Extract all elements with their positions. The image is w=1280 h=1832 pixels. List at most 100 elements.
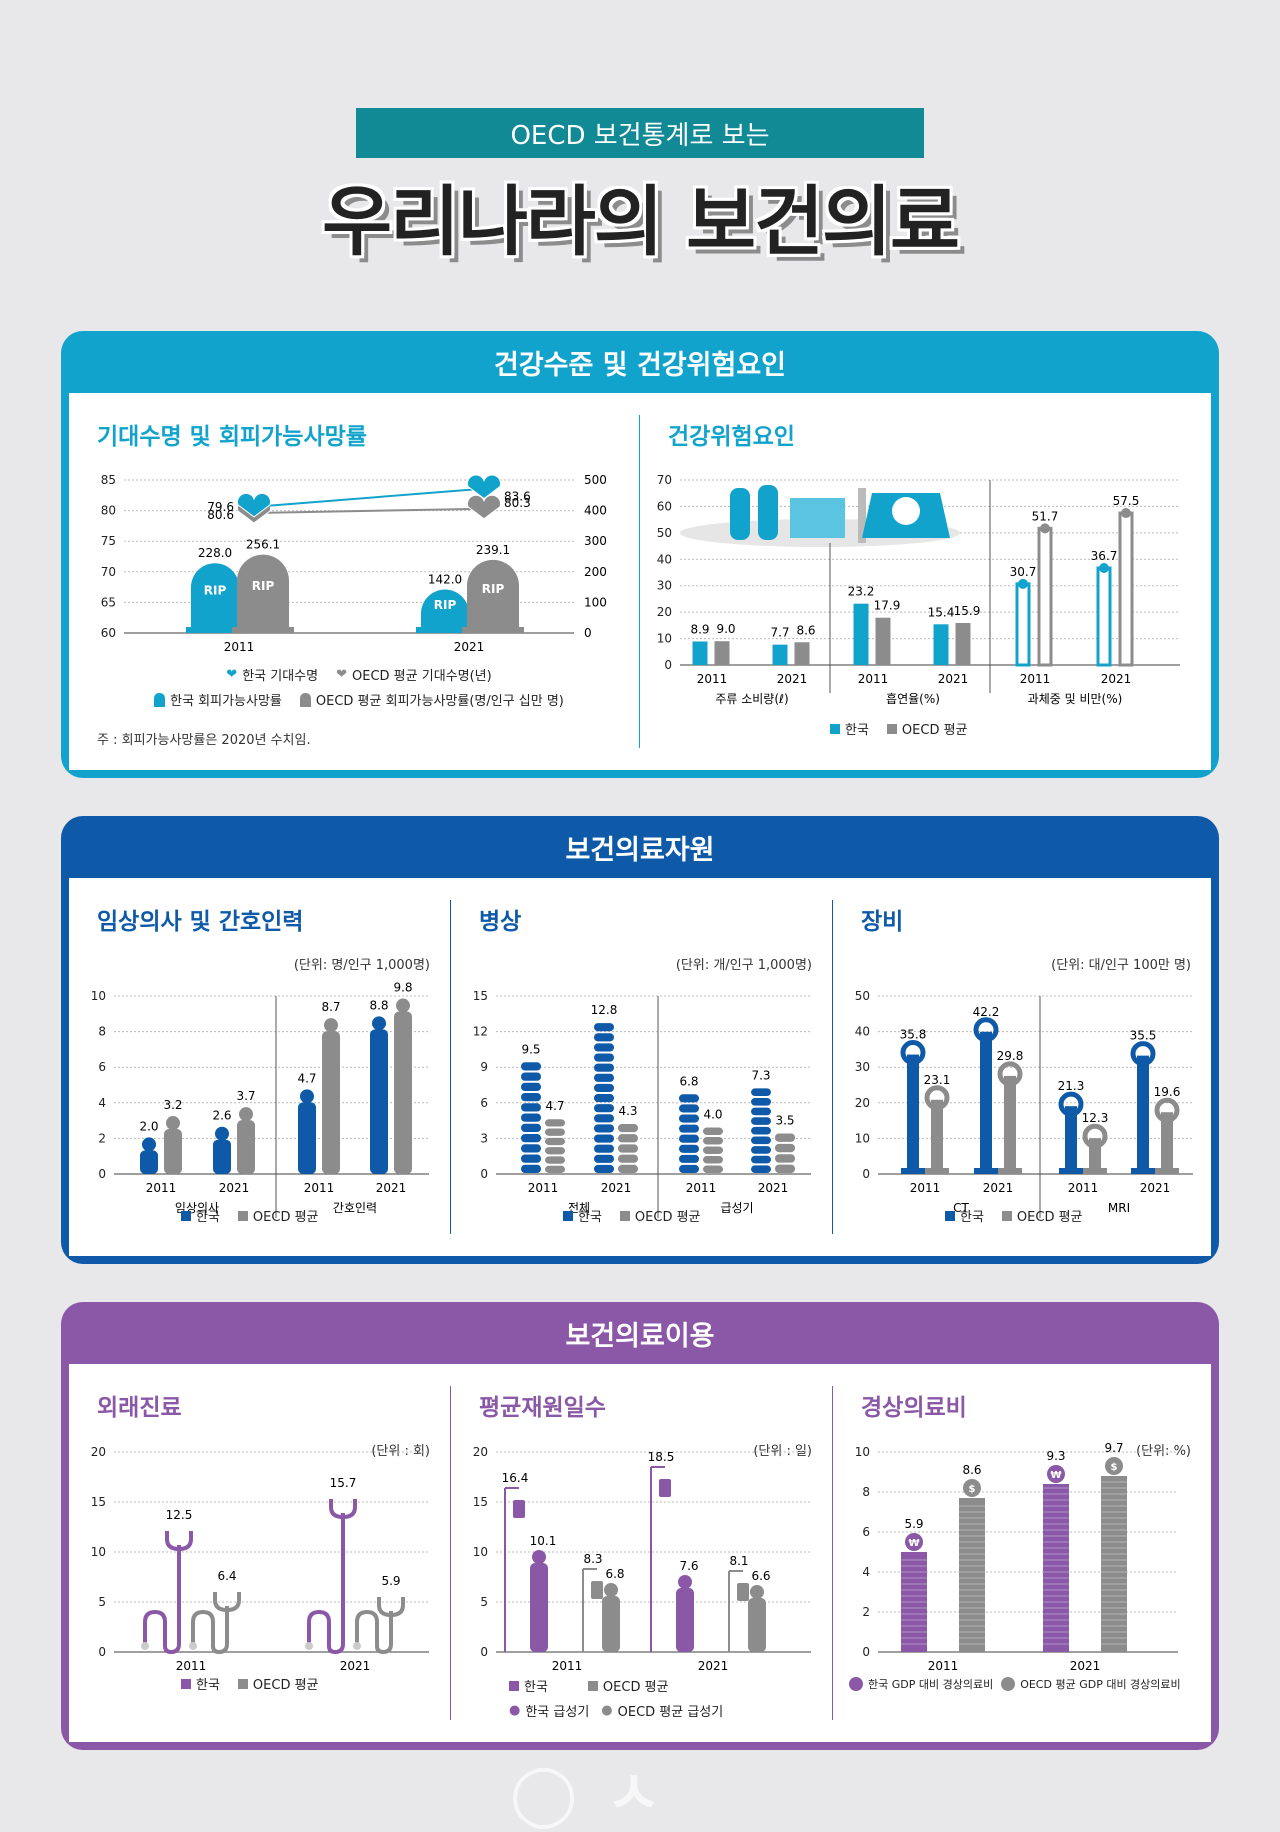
unit-label: (단위: 개/인구 1,000명)	[675, 958, 812, 973]
unit-label: (단위: 명/인구 1,000명)	[293, 958, 430, 973]
coin-dollar-icon	[963, 1479, 981, 1497]
x-tick-label: 2021	[340, 1659, 371, 1673]
data-label: 15.9	[954, 604, 981, 618]
bar-oecd	[703, 1127, 723, 1136]
data-label: 16.4	[502, 1471, 529, 1485]
bar-oecd	[618, 1134, 638, 1143]
x-tick-label: 2011	[552, 1659, 583, 1673]
stethoscope-chest	[141, 1642, 149, 1650]
x-tick-label: 2021	[1140, 1181, 1171, 1195]
legend: 한국 OECD 평균	[945, 1206, 1083, 1231]
bar-korea	[594, 1104, 614, 1113]
tombstone-bar	[421, 589, 469, 633]
data-label: 228.0	[198, 546, 232, 560]
bar-korea	[679, 1144, 699, 1153]
data-label: 9.3	[1046, 1449, 1065, 1463]
x-tick-label: 2021	[219, 1181, 250, 1195]
y2-tick-label: 500	[584, 473, 607, 487]
y-tick-label: 30	[657, 579, 672, 593]
coin-symbol: $	[1111, 1462, 1118, 1473]
data-label: 23.1	[924, 1073, 951, 1087]
bar-korea	[679, 1154, 699, 1163]
panel-life: 기대수명 및 회피가능사망률 60 65 70 75 80 85 0 100 200 300 400…	[69, 393, 639, 770]
panel-alos: 평균재원일수 (단위 : 일) 0 5 10 15 20 16.4 10.1 8.3 6.8 20…	[451, 1364, 832, 1742]
bar-korea	[692, 641, 708, 665]
x-tick-label: 2021	[777, 672, 808, 686]
bar-oecd	[394, 1011, 412, 1174]
bar-oecd	[545, 1119, 565, 1127]
tombstone-base	[462, 627, 524, 633]
y-tick-label: 70	[657, 473, 672, 487]
bar-oecd	[1004, 1075, 1016, 1174]
data-label: 7.3	[751, 1068, 770, 1082]
x-tick-label: 2021	[454, 640, 485, 654]
divider	[832, 1386, 833, 1720]
bar-korea	[594, 1134, 614, 1143]
heart-marker	[466, 494, 502, 520]
data-label: 9.0	[716, 622, 735, 636]
data-label: 9.5	[521, 1042, 540, 1056]
bar-oecd	[931, 1099, 943, 1174]
y-tick-label: 0	[98, 1167, 106, 1181]
legend-item: 한국 회피가능사망률	[154, 690, 282, 709]
head-icon	[396, 998, 410, 1013]
bar-korea	[751, 1117, 771, 1125]
bar-korea	[521, 1103, 541, 1112]
heart-marker	[236, 492, 272, 518]
bar-oecd	[703, 1156, 723, 1164]
tombstone-base	[186, 627, 244, 633]
bar-korea	[521, 1093, 541, 1102]
divider	[450, 900, 451, 1234]
data-label: 29.8	[997, 1049, 1024, 1063]
bar-korea	[521, 1134, 541, 1143]
coin-dollar-icon	[1105, 1457, 1123, 1475]
data-label: 8.9	[690, 622, 709, 636]
bar-korea	[521, 1062, 541, 1071]
iv-bag-icon	[513, 1500, 525, 1518]
bar-oecd	[875, 617, 891, 665]
bar-korea	[751, 1155, 771, 1164]
person-icon: ●	[601, 1703, 613, 1718]
x-tick-label: 2011	[686, 1181, 717, 1195]
data-label: 6.8	[605, 1567, 624, 1581]
bar-korea	[679, 1124, 699, 1133]
cigarette-icon	[858, 488, 866, 543]
data-label: 36.7	[1091, 549, 1118, 563]
x-tick-label: 2011	[224, 640, 255, 654]
bar-korea	[907, 1054, 919, 1174]
data-label: 8.7	[321, 1000, 340, 1014]
bar-korea	[1065, 1106, 1077, 1174]
bar-oecd	[1118, 511, 1134, 667]
bar-korea	[521, 1123, 541, 1133]
y-tick-label: 8	[862, 1485, 870, 1499]
data-label: 80.6	[207, 508, 234, 522]
bar-oecd	[775, 1133, 795, 1142]
tombstone-icon	[299, 692, 311, 707]
data-label: 8.6	[962, 1463, 981, 1477]
bar-korea	[594, 1053, 614, 1062]
bar-oecd	[237, 1120, 255, 1174]
coin-won-icon	[849, 1677, 863, 1691]
bar-acute	[602, 1596, 620, 1652]
section-utilization: 보건의료이용 외래진료 (단위 : 회) 0 5 10 15 20 12.5 6.4 2011…	[61, 1302, 1219, 1750]
legend-item: OECD 평균	[237, 1206, 319, 1225]
data-label: 8.1	[729, 1554, 748, 1568]
y2-tick-label: 400	[584, 504, 607, 518]
tombstone-bar	[237, 554, 289, 633]
data-label: 35.8	[900, 1028, 927, 1042]
data-label: 8.3	[583, 1552, 602, 1566]
data-label: 3.5	[775, 1113, 794, 1127]
y-tick-label: 0	[480, 1645, 488, 1659]
chart-equip: 0 10 20 30 40 50 35.8 23.1 2011 42.2 29.8 2021 21.3 1…	[855, 989, 1193, 1218]
section-health-status: 건강수준 및 건강위험요인 기대수명 및 회피가능사망률 60 65 70 75 80 8…	[61, 331, 1219, 778]
y-tick-label: 3	[480, 1131, 488, 1145]
legend: 한국 OECD 평균	[563, 1206, 701, 1231]
bar-korea	[853, 603, 869, 665]
divider	[639, 415, 640, 748]
section-body: 임상의사 및 간호인력 (단위: 명/인구 1,000명) 0 2 4 6 8 10 2.0…	[69, 878, 1211, 1256]
data-label: 12.8	[591, 1003, 618, 1017]
head-icon	[372, 1016, 386, 1031]
bar-oecd	[775, 1143, 795, 1153]
bar-oecd	[1037, 526, 1053, 667]
bar-oecd	[618, 1123, 638, 1133]
